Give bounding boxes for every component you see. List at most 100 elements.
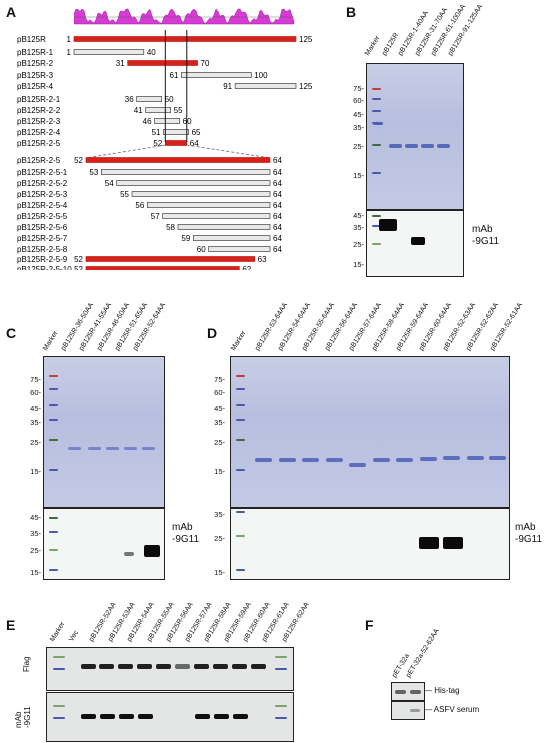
construct-end: 60 — [183, 117, 192, 126]
construct-start: 52 — [153, 139, 162, 148]
blot-band — [411, 237, 425, 245]
ladder-band — [53, 668, 65, 670]
construct-name: pB125R-2-2 — [17, 106, 61, 115]
blot-band — [118, 664, 133, 669]
panel-d-top-mw-label: 35- — [214, 418, 225, 427]
ladder-band — [53, 717, 65, 719]
construct-end: 64 — [190, 139, 199, 148]
ladder-band — [49, 375, 58, 377]
construct-bar — [101, 169, 271, 175]
blot-band — [137, 664, 152, 669]
ladder-band — [372, 172, 381, 174]
blot-band — [395, 690, 406, 694]
blot-band — [410, 690, 421, 694]
panel-d-top-mw-label: 75- — [214, 375, 225, 384]
construct-start: 46 — [143, 117, 152, 126]
panel-b-top-mw-label: 25- — [353, 142, 364, 151]
panel-d-bottom-mw-label: 25- — [214, 534, 225, 543]
panel-c-antibody-label: mAb -9G11 — [172, 522, 200, 545]
blot-band — [156, 664, 171, 669]
construct-name: pB125R-2-5 — [17, 156, 61, 165]
construct-end: 64 — [273, 179, 282, 188]
ladder-band — [53, 705, 65, 707]
construct-end: 50 — [165, 95, 174, 104]
ladder-band — [236, 511, 245, 513]
construct-start: 52 — [74, 255, 83, 264]
coomassie-band — [437, 144, 450, 148]
coomassie-band — [420, 457, 437, 461]
panel-label-b: B — [346, 4, 357, 20]
ladder-band — [372, 98, 381, 100]
zoom-line-right — [186, 144, 271, 159]
panel-b-bottom-mw-label: 15- — [353, 260, 364, 269]
ladder-band — [49, 549, 58, 551]
construct-name: pB125R-2-5-1 — [17, 168, 68, 177]
construct-name: pB125R-3 — [17, 71, 54, 80]
panel-label-c: C — [6, 325, 17, 341]
panel-label-a: A — [6, 4, 17, 20]
ladder-band — [49, 439, 58, 441]
panel-label-e: E — [6, 617, 16, 633]
construct-end: 55 — [174, 106, 183, 115]
panel-c-top-mw-label: 60- — [30, 388, 41, 397]
coomassie-band — [489, 456, 506, 460]
panel-e-flag-blot — [46, 647, 294, 691]
ladder-band — [236, 535, 245, 537]
construct-name: pB125R-2-5-7 — [17, 234, 68, 243]
coomassie-band — [88, 447, 101, 450]
blot-band — [124, 552, 134, 556]
coomassie-band — [467, 456, 484, 460]
construct-start: 59 — [181, 234, 190, 243]
ladder-band — [49, 404, 58, 406]
construct-end: 64 — [273, 201, 282, 210]
construct-start: 52 — [74, 265, 83, 270]
ladder-band — [49, 469, 58, 471]
construct-name: pB125R-4 — [17, 82, 54, 91]
ladder-band — [275, 656, 287, 658]
construct-end: 64 — [273, 234, 282, 243]
blot-band — [410, 709, 420, 712]
construct-name: pB125R-2-3 — [17, 117, 61, 126]
construct-bar — [193, 235, 271, 241]
construct-bar — [73, 36, 297, 42]
ladder-band — [236, 419, 245, 421]
construct-name: pB125R-2-5-5 — [17, 212, 68, 221]
construct-name: pB125R-2-5-3 — [17, 190, 68, 199]
ladder-band — [236, 404, 245, 406]
ladder-band — [49, 569, 58, 571]
panel-b-bottom-mw-label: 35- — [353, 223, 364, 232]
construct-bar — [234, 83, 297, 89]
ladder-band — [372, 243, 381, 245]
construct-start: 1 — [67, 35, 72, 44]
construct-start: 61 — [170, 71, 179, 80]
panel-b-top-mw-label: 60- — [353, 96, 364, 105]
coomassie-band — [106, 447, 119, 450]
construct-bar — [85, 256, 255, 262]
construct-bar — [85, 157, 271, 163]
construct-name: pB125R-2-5-8 — [17, 245, 68, 254]
panel-d-top-mw-label: 60- — [214, 388, 225, 397]
coomassie-band — [302, 458, 319, 462]
construct-end: 64 — [273, 168, 282, 177]
ladder-band — [49, 517, 58, 519]
coomassie-band — [443, 456, 460, 460]
panel-b-antibody-label: mAb -9G11 — [472, 224, 500, 247]
hydrophilicity-trace — [74, 8, 295, 25]
construct-start: 58 — [166, 223, 175, 232]
coomassie-band — [396, 458, 413, 462]
construct-end: 63 — [258, 255, 267, 264]
panel-d-antibody-label: mAb -9G11 — [515, 522, 543, 545]
construct-start: 31 — [116, 59, 125, 68]
construct-start: 41 — [134, 106, 143, 115]
construct-bar — [147, 202, 271, 208]
construct-name: pB125R-1 — [17, 48, 54, 57]
construct-start: 57 — [151, 212, 160, 221]
construct-end: 125 — [299, 82, 313, 91]
panel-label-f: F — [365, 617, 374, 633]
blot-band — [443, 537, 463, 549]
hydrophilicity-area — [74, 8, 295, 25]
ladder-band — [49, 531, 58, 533]
construct-bar — [162, 213, 271, 219]
blot-band — [138, 714, 153, 719]
construct-bar — [73, 49, 145, 55]
